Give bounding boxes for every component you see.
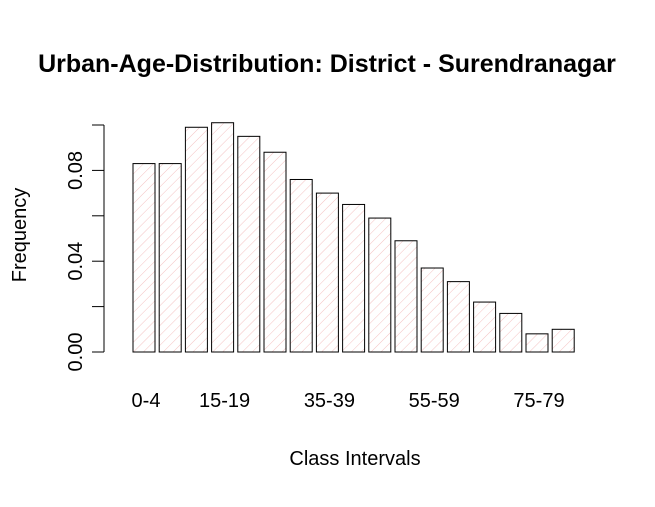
bars-layer: [132, 122, 575, 353]
bar-60-64: [446, 281, 470, 353]
bar-5-9: [158, 163, 182, 353]
y-tick-label: 0.04: [65, 242, 87, 281]
chart-title: Urban-Age-Distribution: District - Suren…: [38, 50, 616, 78]
x-tick-label: 0-4: [132, 390, 161, 412]
x-tick-label: 55-59: [409, 390, 460, 412]
bar-10-14: [184, 126, 208, 353]
bar-35-39: [315, 192, 339, 353]
x-tick-label: 15-19: [199, 390, 250, 412]
y-axis-label: Frequency: [9, 188, 31, 283]
bar-45-49: [368, 217, 392, 353]
y-axis: 0.00 0.04 0.08: [65, 124, 105, 372]
bar-70-74: [499, 312, 523, 353]
x-tick-label: 75-79: [513, 390, 564, 412]
x-axis-label: Class Intervals: [289, 448, 420, 470]
bar-15-19: [211, 122, 235, 353]
bar-40-44: [342, 203, 366, 353]
y-tick-label: 0.08: [65, 151, 87, 190]
y-tick-label: 0.00: [65, 333, 87, 372]
bar-75-79: [525, 333, 549, 353]
bar-80+: [551, 328, 575, 353]
bar-0-4: [132, 163, 156, 353]
bar-55-59: [420, 267, 444, 353]
bar-25-29: [263, 151, 287, 353]
bar-50-54: [394, 240, 418, 353]
x-tick-label: 35-39: [304, 390, 355, 412]
bar-30-34: [289, 178, 313, 353]
bar-20-24: [237, 135, 261, 353]
x-tick-labels: 0-4 15-19 35-39 55-59 75-79: [132, 390, 565, 412]
bar-65-69: [473, 301, 497, 353]
